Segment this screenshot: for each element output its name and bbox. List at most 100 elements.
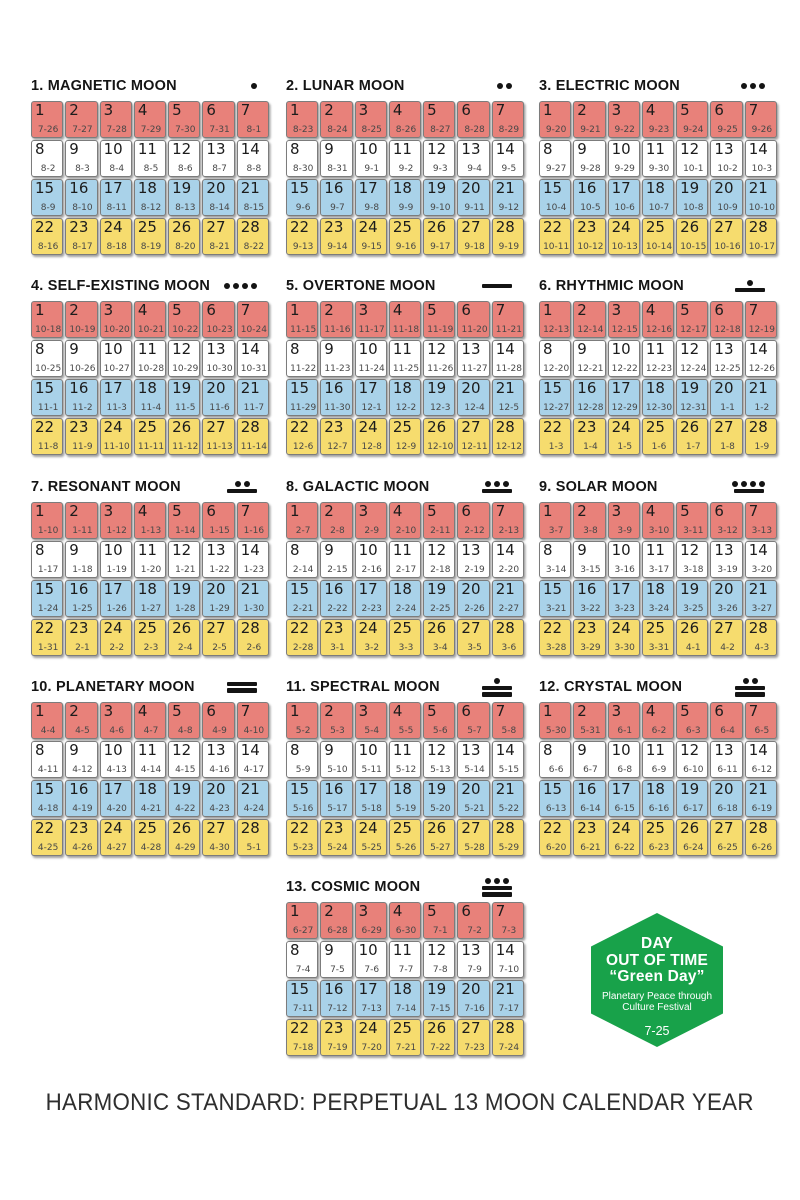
day-number: 22 [35,619,55,637]
day-cell: 1 6-27 [286,902,319,939]
day-number: 16 [324,379,344,397]
day-number: 18 [392,179,412,197]
gregorian-date: 6-6 [548,765,564,775]
day-number: 20 [206,580,226,598]
day-number: 21 [240,780,260,798]
day-number: 8 [35,541,45,559]
gregorian-date: 6-11 [717,765,738,775]
gregorian-date: 9-7 [330,203,345,213]
day-cell: 13 5-14 [457,741,490,778]
gregorian-date: 12-2 [395,403,417,413]
day-cell: 6 2-12 [457,502,490,539]
day-number: 23 [324,1019,344,1037]
gregorian-date: 6-20 [545,843,567,853]
day-cell: 9 2-15 [320,541,353,578]
gregorian-date: 1-2 [754,403,770,413]
moon-10-day-grid: 1 4-4 2 4-5 3 4-6 4 4-7 5 4-8 6 4-9 7 4-10 8 4-11 9 4-12 1… [31,702,269,856]
day-number: 24 [103,218,123,236]
gregorian-date: 10-3 [751,164,773,174]
gregorian-date: 1-12 [106,526,127,536]
day-cell: 1 8-23 [286,101,319,138]
day-cell: 18 5-19 [388,780,422,817]
moon-header-8: 8. GALACTIC MOON [286,477,524,497]
gregorian-date: 11-22 [290,364,317,374]
day-cell: 23 1-4 [573,418,606,455]
gregorian-date: 8-23 [292,125,314,135]
gregorian-date: 8-16 [37,242,59,252]
day-cell: 21 6-19 [744,780,777,817]
day-number: 28 [240,418,260,436]
moon-7-day-grid: 1 1-10 2 1-11 3 1-12 4 1-13 5 1-14 6 1-15 7 1-16 8 1-17… [31,502,269,656]
gregorian-date: 9-11 [464,203,485,213]
day-cell: 13 8-7 [202,140,235,177]
day-number: 26 [172,218,192,236]
gregorian-date: 2-5 [212,643,227,653]
day-cell: 27 3-5 [457,619,490,656]
day-number: 13 [461,741,481,759]
gregorian-date: 4-27 [106,843,127,853]
gregorian-date: 9-6 [295,203,311,213]
day-cell: 24 10-13 [607,218,640,255]
day-number: 16 [324,580,344,598]
day-number: 6 [461,502,471,520]
day-cell: 7 8-29 [491,101,524,138]
gregorian-date: 11-24 [358,364,385,374]
day-number: 7 [495,502,506,520]
day-number: 25 [392,619,412,637]
day-number: 4 [392,301,403,319]
day-number: 18 [392,780,412,798]
day-cell: 9 5-10 [320,741,353,778]
day-number: 12 [427,541,447,559]
day-cell: 9 9-28 [573,140,606,177]
gregorian-date: 12-26 [748,364,775,374]
gregorian-date: 1-5 [617,442,633,452]
day-number: 2 [69,301,79,319]
day-cell: 18 1-27 [133,580,167,617]
day-number: 19 [427,379,447,397]
day-number: 15 [543,379,563,397]
day-cell: 9 4-12 [65,741,98,778]
day-cell: 19 1-28 [168,580,201,617]
moon-header-10: 10. PLANETARY MOON [31,677,269,697]
day-cell: 2 2-8 [320,502,353,539]
day-number: 1 [543,101,553,119]
gregorian-date: 10-12 [577,242,604,252]
gregorian-date: 10-10 [748,203,775,213]
day-number: 7 [240,101,251,119]
gregorian-date: 7-28 [106,125,127,135]
gregorian-date: 9-16 [395,242,417,252]
day-number: 4 [645,301,656,319]
day-cell: 12 8-6 [168,140,201,177]
gregorian-date: 9-29 [614,164,635,174]
gregorian-date: 6-16 [648,804,670,814]
day-cell: 10 1-19 [99,541,132,578]
day-cell: 11 7-7 [388,941,422,978]
day-cell: 5 4-8 [168,702,201,739]
day-number: 10 [103,340,123,358]
gregorian-date: 9-26 [751,125,773,135]
gregorian-date: 7-15 [430,1004,451,1014]
day-cell: 8 11-22 [286,340,319,377]
gregorian-date: 7-8 [432,965,448,975]
gregorian-date: 5-13 [430,765,451,775]
gregorian-date: 10-6 [614,203,635,213]
day-cell: 6 4-9 [202,702,235,739]
day-number: 24 [103,819,123,837]
gregorian-date: 6-4 [720,726,735,736]
gregorian-date: 11-14 [240,442,267,452]
gregorian-date: 6-29 [361,926,382,936]
day-number: 17 [103,780,123,798]
day-number: 11 [392,140,412,158]
day-number: 21 [240,179,260,197]
day-number: 18 [645,780,665,798]
day-cell: 28 5-29 [491,819,524,856]
day-cell: 4 8-26 [388,101,422,138]
day-number: 21 [748,379,768,397]
day-number: 28 [240,819,260,837]
gregorian-date: 4-12 [72,765,93,775]
day-number: 6 [714,702,724,720]
day-cell: 10 10-27 [99,340,132,377]
day-cell: 22 12-6 [286,418,319,455]
day-number: 27 [461,819,481,837]
day-cell: 7 2-13 [491,502,524,539]
